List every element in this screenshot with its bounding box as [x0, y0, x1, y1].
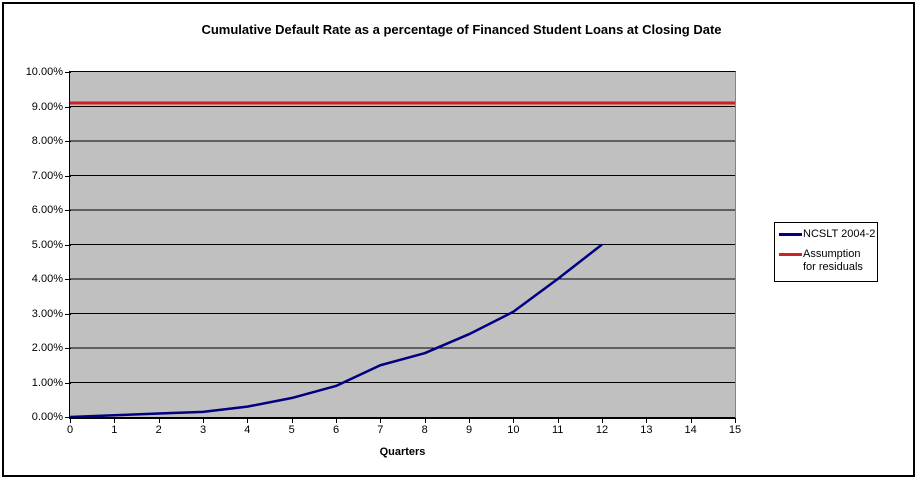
- x-tick-mark: [424, 418, 426, 423]
- y-tick-label: 9.00%: [31, 100, 63, 113]
- y-tick-label: 7.00%: [31, 169, 63, 182]
- x-tick-mark: [114, 418, 116, 423]
- x-tick-label: 12: [595, 424, 609, 436]
- y-tick-mark: [65, 106, 71, 108]
- x-tick-label: 10: [507, 424, 520, 436]
- x-tick-mark: [247, 418, 249, 423]
- y-tick-label: 8.00%: [31, 135, 63, 147]
- y-tick-label: 10.00%: [25, 66, 63, 78]
- x-tick-label: 0: [66, 424, 74, 436]
- y-tick-mark: [65, 348, 71, 349]
- y-tick-label: 4.00%: [31, 273, 63, 285]
- legend-label: NCSLT 2004-2: [803, 228, 876, 240]
- legend-line-sample-icon: [779, 253, 802, 256]
- x-tick-mark: [158, 418, 160, 423]
- x-tick-label: 14: [684, 424, 697, 436]
- x-tick-mark: [380, 418, 382, 423]
- default-rate-series-line: [70, 243, 603, 417]
- x-tick-mark: [203, 418, 204, 423]
- x-tick-label: 3: [199, 424, 207, 436]
- x-tick-mark: [646, 418, 648, 423]
- x-tick-label: 7: [377, 424, 384, 436]
- x-tick-mark: [291, 418, 293, 423]
- x-tick-label: 1: [111, 424, 118, 436]
- legend-label: Assumption for residuals: [803, 248, 863, 273]
- x-tick-label: 2: [155, 424, 162, 436]
- legend-entry: NCSLT 2004-2: [779, 228, 876, 241]
- x-tick-mark: [70, 418, 71, 423]
- y-tick-label: 1.00%: [31, 376, 63, 389]
- legend-line-sample-icon: [779, 233, 802, 236]
- y-tick-label: 5.00%: [31, 238, 63, 251]
- x-tick-label: 8: [421, 424, 428, 436]
- chart-title: Cumulative Default Rate as a percentage …: [201, 22, 722, 37]
- legend-entry: Assumption for residuals: [779, 248, 874, 274]
- x-axis-title: Quarters: [379, 446, 426, 458]
- y-tick-mark: [65, 313, 71, 315]
- x-tick-mark: [735, 418, 736, 423]
- x-tick-label: 5: [288, 424, 295, 436]
- y-tick-mark: [65, 382, 71, 384]
- x-tick-label: 4: [244, 424, 251, 436]
- plot-svg: [70, 101, 735, 417]
- y-tick-mark: [65, 72, 71, 73]
- x-tick-label: 13: [640, 424, 653, 436]
- x-tick-mark: [690, 418, 692, 423]
- y-tick-label: 2.00%: [31, 342, 63, 354]
- y-tick-mark: [65, 141, 71, 142]
- plot-area: [69, 71, 736, 419]
- x-tick-label: 15: [728, 424, 742, 436]
- y-tick-mark: [65, 175, 71, 177]
- x-tick-mark: [557, 418, 559, 423]
- x-tick-label: 11: [551, 424, 564, 436]
- x-tick-mark: [469, 418, 470, 423]
- x-tick-mark: [513, 418, 515, 423]
- x-tick-mark: [336, 418, 337, 423]
- x-tick-label: 6: [332, 424, 340, 436]
- x-tick-mark: [602, 418, 603, 423]
- legend: NCSLT 2004-2 Assumption for residuals: [774, 222, 878, 282]
- y-tick-mark: [65, 210, 71, 211]
- y-tick-mark: [65, 244, 71, 246]
- y-tick-label: 6.00%: [31, 204, 63, 216]
- y-tick-mark: [65, 417, 71, 418]
- y-tick-mark: [65, 279, 71, 280]
- x-tick-label: 9: [465, 424, 473, 436]
- y-tick-label: 0.00%: [31, 411, 63, 423]
- y-tick-label: 3.00%: [31, 307, 63, 320]
